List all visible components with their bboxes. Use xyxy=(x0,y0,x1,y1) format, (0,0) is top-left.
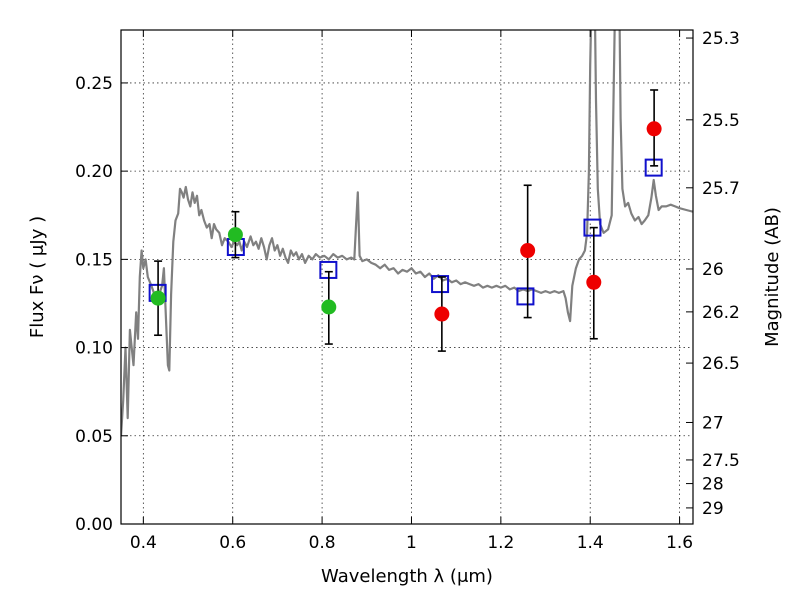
data-point xyxy=(321,299,337,315)
y-tick-label: 0.25 xyxy=(75,74,113,94)
model-square-marker xyxy=(583,218,602,237)
mag-tick-label: 25.7 xyxy=(702,179,740,199)
x-tick-label: 1 xyxy=(406,533,417,553)
x-tick-label: 1.2 xyxy=(487,533,514,553)
x-tick-label: 0.6 xyxy=(219,533,246,553)
mag-tick-label: 26 xyxy=(702,260,724,280)
mag-tick-label: 26.2 xyxy=(702,303,740,323)
spectrum-line xyxy=(121,30,693,436)
y-tick-label: 0.05 xyxy=(75,427,113,447)
mag-tick-label: 27 xyxy=(702,413,724,433)
y-tick-label: 0.20 xyxy=(75,162,113,182)
mag-tick-label: 27.5 xyxy=(702,451,740,471)
right-y-axis-title: Magnitude (AB) xyxy=(762,207,783,347)
mag-tick-label: 25.3 xyxy=(702,29,740,49)
mag-tick-label: 25.5 xyxy=(702,111,740,131)
mag-tick-label: 29 xyxy=(702,499,724,519)
y-tick-label: 0.00 xyxy=(75,515,113,535)
data-point xyxy=(434,306,450,322)
data-point xyxy=(227,227,243,243)
y-tick-label: 0.15 xyxy=(75,250,113,270)
y-tick-label: 0.10 xyxy=(75,339,113,359)
x-tick-label: 0.8 xyxy=(309,533,336,553)
data-point xyxy=(646,121,662,137)
grid-layer xyxy=(121,30,693,524)
plot-layer xyxy=(121,30,693,436)
x-tick-label: 0.4 xyxy=(130,533,157,553)
y-axis-title: Flux Fν ( μJy ) xyxy=(27,216,48,338)
mag-tick-label: 26.5 xyxy=(702,354,740,374)
data-point xyxy=(150,290,166,306)
plot-frame xyxy=(120,29,694,525)
model-square-marker xyxy=(431,275,450,294)
x-tick-label: 1.4 xyxy=(577,533,604,553)
mag-tick-label: 28 xyxy=(702,475,724,495)
axis-layer: 0.4 0.6 0.8 1 1.2 1.4 1.6 0.00 0.05 0.10 0.15 0.20 0… xyxy=(75,29,740,553)
data-point xyxy=(520,243,536,259)
x-axis-title: Wavelength λ (μm) xyxy=(321,566,493,587)
data-point xyxy=(586,274,602,290)
model-square-marker xyxy=(516,287,535,306)
x-tick-label: 1.6 xyxy=(666,533,693,553)
